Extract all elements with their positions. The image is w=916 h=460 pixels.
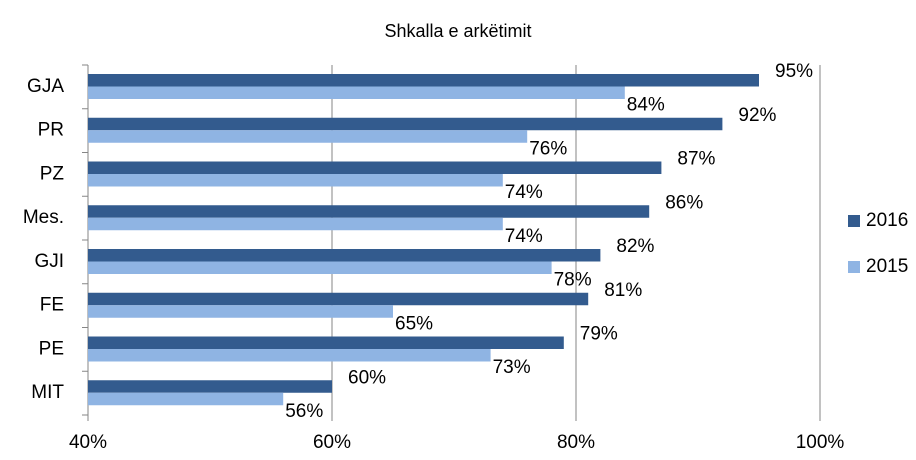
- bar: [88, 380, 332, 393]
- x-tick-label: 80%: [557, 432, 595, 453]
- y-tick-label: GJI: [34, 251, 64, 272]
- bar: [88, 74, 759, 87]
- bar: [88, 205, 650, 218]
- bar: [88, 336, 564, 349]
- bar: [88, 249, 601, 262]
- value-label: 84%: [627, 95, 665, 116]
- value-label: 73%: [493, 357, 531, 378]
- legend-swatch: [848, 261, 860, 273]
- bar: [88, 117, 723, 131]
- bar: [88, 392, 284, 406]
- y-tick-label: FE: [40, 295, 64, 316]
- x-tick-label: 40%: [69, 432, 107, 453]
- y-tick-label: Mes.: [23, 207, 64, 228]
- value-label: 81%: [604, 280, 642, 301]
- bar: [88, 130, 528, 143]
- y-tick-label: PR: [38, 120, 64, 141]
- value-label: 76%: [529, 138, 567, 159]
- value-label: 95%: [775, 61, 813, 82]
- chart-title: Shkalla e arkëtimit: [384, 21, 531, 41]
- bar: [88, 161, 662, 174]
- legend-label: 2015: [866, 256, 908, 277]
- value-label: 86%: [665, 192, 703, 213]
- value-label: 87%: [677, 149, 715, 170]
- value-label: 74%: [505, 226, 543, 247]
- bar: [88, 261, 552, 274]
- y-tick-label: PZ: [40, 163, 65, 184]
- x-tick-label: 100%: [796, 432, 845, 453]
- value-label: 92%: [738, 105, 776, 126]
- y-tick-label: MIT: [31, 382, 64, 403]
- y-tick-label: PE: [39, 338, 64, 359]
- value-label: 65%: [395, 313, 433, 334]
- bar: [88, 305, 393, 318]
- bar: [88, 292, 589, 306]
- bar: [88, 349, 491, 362]
- bar: [88, 217, 503, 231]
- value-label: 78%: [554, 270, 592, 291]
- bar: [88, 174, 503, 187]
- x-tick-label: 60%: [313, 432, 351, 453]
- value-label: 60%: [348, 367, 386, 388]
- bar: [88, 86, 625, 99]
- value-label: 82%: [616, 236, 654, 257]
- value-label: 56%: [285, 401, 323, 422]
- value-label: 79%: [580, 324, 618, 345]
- value-label: 74%: [505, 182, 543, 203]
- legend-label: 2016: [866, 210, 908, 231]
- y-tick-label: GJA: [27, 76, 64, 97]
- legend-swatch: [848, 215, 860, 227]
